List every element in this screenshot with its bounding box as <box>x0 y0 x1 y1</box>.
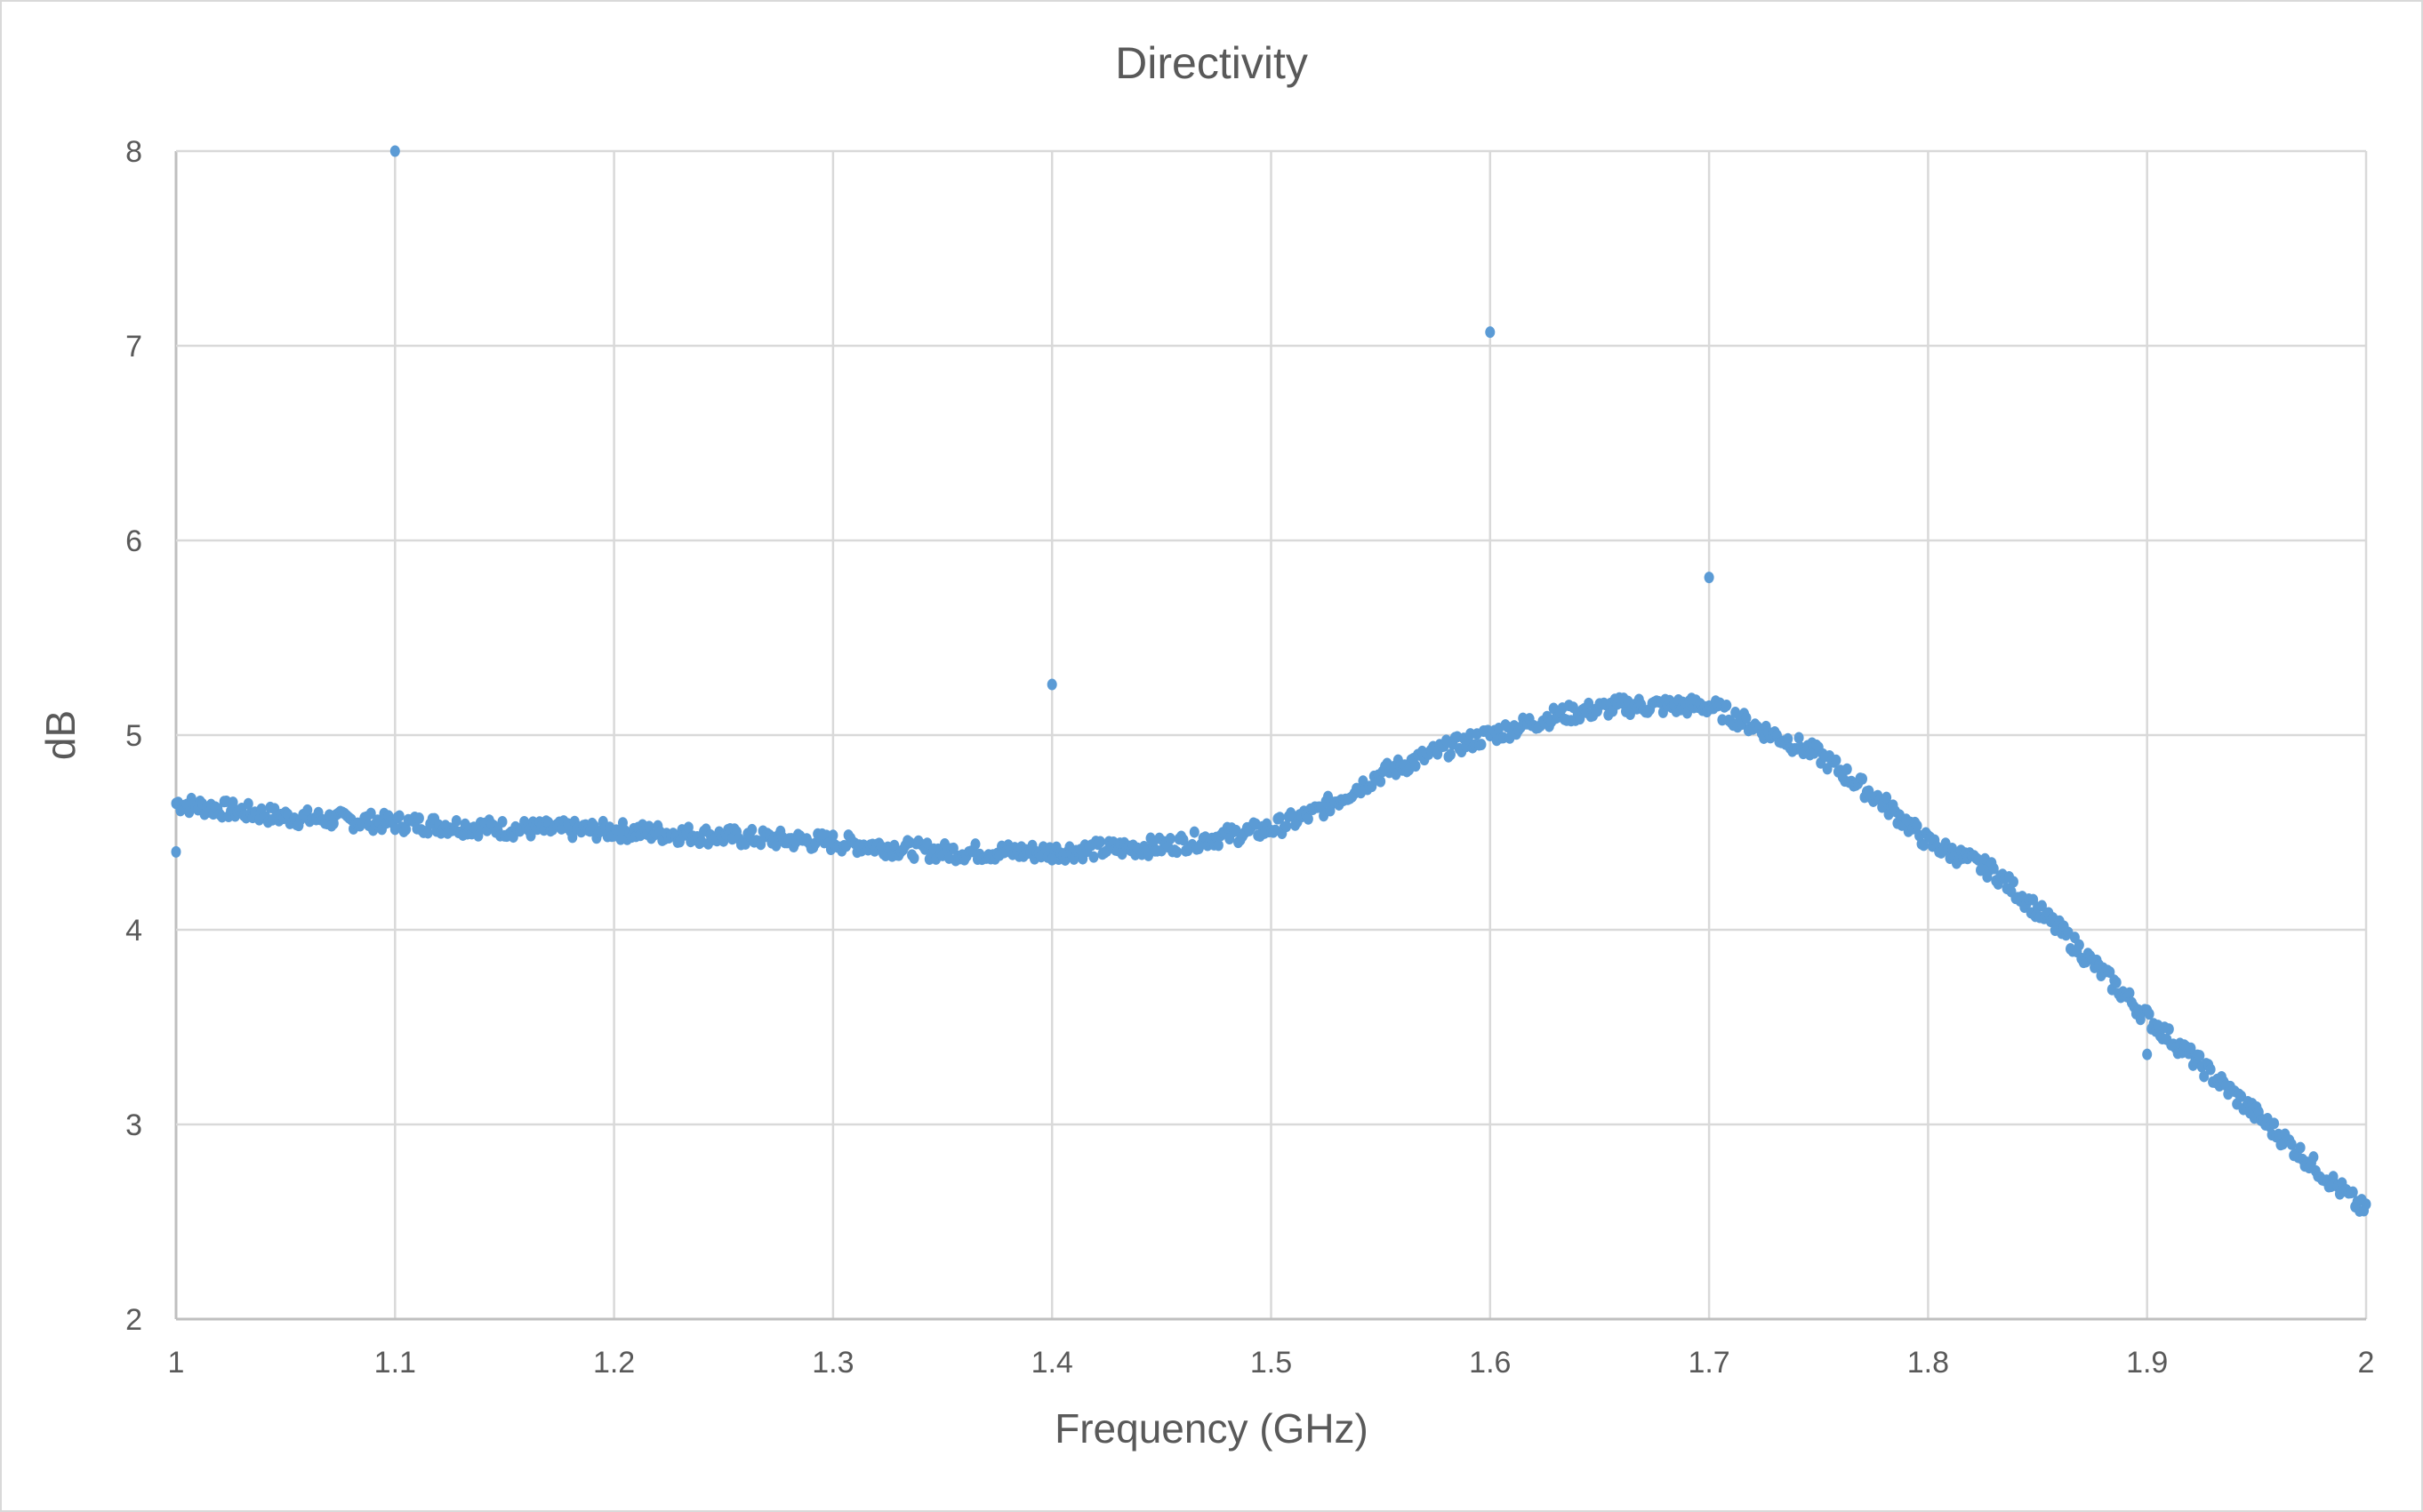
data-point <box>2295 1141 2306 1154</box>
y-tick-label: 5 <box>125 719 142 753</box>
data-point <box>1793 732 1804 744</box>
data-point <box>1189 826 1199 838</box>
y-tick-label: 2 <box>125 1303 142 1337</box>
outlier-point <box>2142 1048 2153 1060</box>
data-point <box>644 820 654 833</box>
y-tick-label: 3 <box>125 1108 142 1142</box>
data-point <box>2361 1198 2371 1211</box>
data-point <box>451 815 461 828</box>
data-point <box>497 815 508 828</box>
x-tick-label: 1.4 <box>1031 1346 1073 1380</box>
data-point <box>2269 1117 2280 1130</box>
data-point <box>2144 1008 2154 1020</box>
data-point <box>2347 1186 2358 1198</box>
data-point <box>2286 1138 2297 1150</box>
data-point <box>302 804 313 816</box>
data-point <box>2124 987 2135 999</box>
outlier-point <box>1047 853 1057 866</box>
data-point <box>2074 939 2084 951</box>
x-tick-label: 1.2 <box>593 1346 635 1380</box>
x-tick-label: 1.7 <box>1688 1346 1729 1380</box>
data-point <box>1281 820 1292 833</box>
data-series <box>171 145 2371 1217</box>
data-point <box>228 796 238 809</box>
data-point <box>401 823 412 836</box>
outlier-point <box>1485 326 1496 339</box>
data-point <box>2199 1070 2210 1083</box>
data-point <box>1165 833 1175 845</box>
x-tick-label: 1.6 <box>1469 1346 1511 1380</box>
data-point <box>1178 834 1189 846</box>
data-point <box>422 827 433 839</box>
data-point <box>1881 791 1892 804</box>
data-point <box>1831 754 1841 766</box>
chart-title: Directivity <box>1115 38 1308 88</box>
data-point <box>1095 836 1105 848</box>
data-point <box>1476 739 1487 751</box>
data-point <box>771 839 782 852</box>
data-point <box>909 852 919 864</box>
data-point <box>2186 1042 2196 1054</box>
data-point <box>2036 900 2047 912</box>
data-point <box>1741 712 1752 724</box>
outlier-point <box>1704 572 1714 584</box>
data-point <box>1303 812 1313 825</box>
data-point <box>1841 763 1852 775</box>
data-point <box>2008 876 2018 888</box>
outlier-point <box>1047 678 1057 691</box>
data-point <box>243 797 253 810</box>
data-point <box>970 838 981 851</box>
data-point <box>2308 1151 2319 1164</box>
data-point <box>1172 846 1183 859</box>
data-point <box>526 829 536 842</box>
data-point <box>567 831 578 844</box>
outlier-point <box>171 845 181 858</box>
x-tick-label: 1.3 <box>812 1346 854 1380</box>
data-point <box>1410 760 1421 772</box>
data-point <box>1445 748 1456 761</box>
data-point <box>1274 812 1285 824</box>
data-point <box>2111 976 2122 988</box>
data-point <box>2205 1063 2216 1076</box>
data-point <box>365 807 376 820</box>
data-point <box>1912 820 1922 832</box>
data-point <box>683 821 694 834</box>
data-point <box>2163 1023 2174 1036</box>
data-point <box>1213 839 1224 852</box>
data-point <box>1088 851 1099 863</box>
data-point <box>394 810 405 822</box>
data-point <box>1783 732 1793 745</box>
data-point <box>889 839 900 852</box>
outlier-point <box>389 145 400 157</box>
data-point <box>1584 697 1594 709</box>
y-tick-label: 6 <box>125 524 142 558</box>
x-tick-label: 1 <box>168 1346 185 1380</box>
x-tick-label: 1.8 <box>1907 1346 1949 1380</box>
y-tick-label: 4 <box>125 914 142 948</box>
data-point <box>1918 839 1929 852</box>
y-tick-label: 7 <box>125 330 142 364</box>
x-tick-label: 2 <box>2358 1346 2375 1380</box>
x-tick-label: 1.9 <box>2126 1346 2168 1380</box>
data-point <box>1721 700 1732 712</box>
x-tick-label: 1.5 <box>1250 1346 1292 1380</box>
data-point <box>747 823 758 836</box>
y-tick-label: 8 <box>125 135 142 169</box>
data-point <box>2194 1050 2205 1062</box>
data-point <box>1857 772 1868 785</box>
data-point <box>413 812 424 824</box>
data-point <box>1376 775 1386 788</box>
x-axis-title: Frequency (GHz) <box>1055 1405 1368 1452</box>
data-point <box>828 829 838 842</box>
data-point <box>1988 862 1999 875</box>
x-tick-label: 1.1 <box>374 1346 416 1380</box>
